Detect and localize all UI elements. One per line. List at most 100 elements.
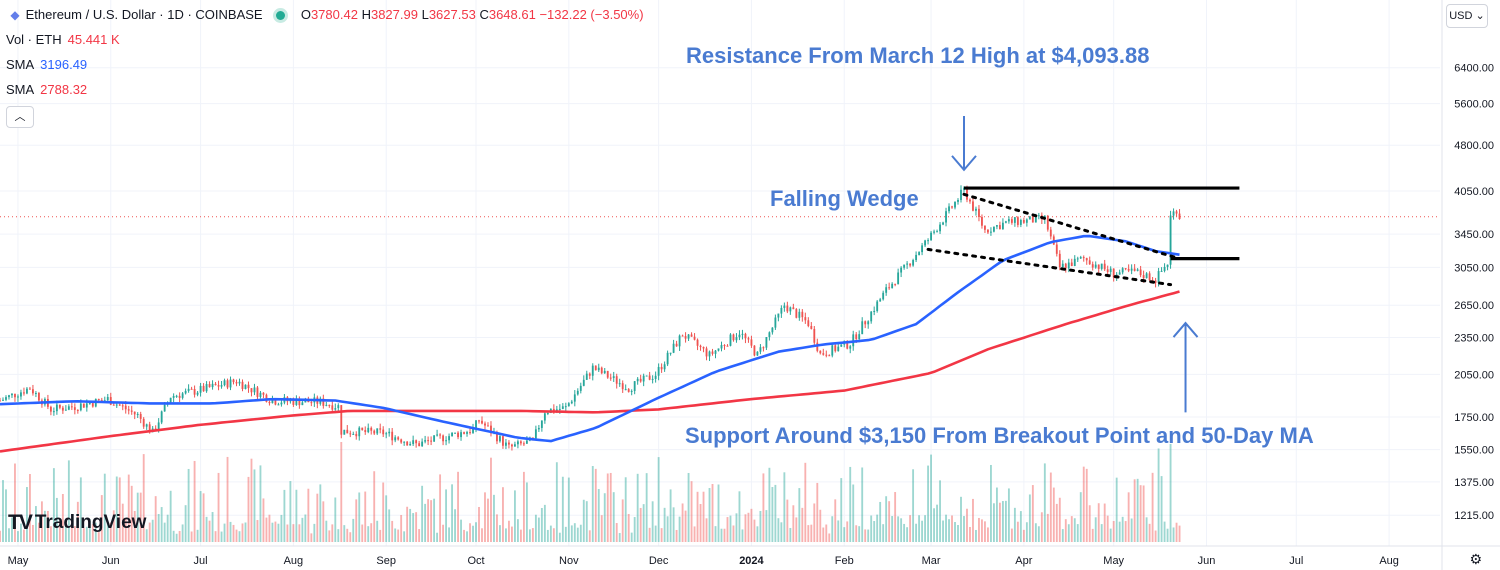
candle-body: [433, 435, 436, 442]
candle-body: [1160, 270, 1163, 272]
volume-bar: [445, 489, 447, 542]
volume-bar: [564, 526, 567, 542]
volume-bar: [1076, 524, 1079, 542]
candle-body: [942, 222, 944, 225]
candle-body: [250, 388, 253, 393]
sma-50-curve: [0, 234, 1180, 443]
candle-body: [397, 437, 400, 440]
volume-bar: [714, 526, 717, 542]
indicator-sma-50[interactable]: SMA 3196.49: [6, 57, 87, 72]
volume-bar: [1010, 528, 1013, 542]
volume-bar: [397, 529, 400, 542]
settings-gear-icon[interactable]: ⚙: [1469, 551, 1482, 567]
candle-body: [445, 440, 447, 442]
currency-selector[interactable]: USD ⌄: [1446, 4, 1488, 28]
volume-bar: [984, 521, 986, 542]
candle-body: [508, 442, 510, 445]
volume-bar: [765, 510, 768, 542]
candle-body: [699, 345, 702, 348]
indicator-volume[interactable]: Vol · ETH 45.441 K: [6, 32, 120, 47]
candle-body: [268, 401, 271, 404]
volume-bar: [1019, 511, 1022, 542]
volume-bar: [552, 528, 555, 542]
candle-body: [1133, 268, 1136, 271]
chevron-down-icon: ⌄: [1475, 10, 1485, 22]
volume-bar: [960, 496, 962, 542]
volume-bar: [858, 526, 861, 542]
volume-bar: [873, 521, 876, 542]
volume-bar: [196, 529, 199, 542]
collapse-legend-button[interactable]: ︿: [6, 106, 34, 128]
candle-body: [187, 388, 190, 391]
candle-body: [469, 432, 471, 434]
high-value: 3827.99: [370, 7, 418, 22]
x-tick-label: May: [8, 555, 29, 567]
volume-bar: [588, 530, 591, 542]
volume-bar: [744, 514, 747, 542]
candle-body: [358, 427, 361, 437]
candle-body: [921, 245, 924, 253]
candle-body: [241, 381, 244, 389]
candle-body: [328, 404, 331, 406]
volume-bar: [540, 507, 543, 542]
candle-body: [370, 427, 373, 431]
volume-bar: [567, 477, 570, 542]
candle-body: [331, 405, 334, 410]
candle-body: [406, 441, 409, 446]
volume-bar: [924, 515, 927, 542]
candle-body: [475, 420, 477, 429]
candle-body: [630, 390, 633, 392]
candle-body: [14, 393, 16, 398]
volume-bar: [642, 504, 645, 542]
volume-bar: [11, 517, 13, 542]
candle-body: [948, 206, 950, 212]
volume-bar: [786, 499, 789, 542]
volume-bar: [17, 531, 19, 542]
candle-body: [998, 225, 1001, 230]
volume-bar: [8, 528, 10, 542]
sma-200-line: [0, 290, 1180, 453]
volume-bar: [597, 489, 600, 542]
volume-bar: [998, 502, 1001, 542]
candle-body: [226, 380, 229, 388]
candle-body: [804, 317, 807, 321]
candle-body: [199, 385, 202, 393]
candle-body: [169, 397, 172, 403]
candle-body: [831, 345, 834, 356]
volume-bar: [825, 524, 828, 542]
volume-bar: [238, 531, 241, 542]
candle-body: [253, 387, 256, 393]
candle-body: [960, 189, 962, 201]
volume-bar: [325, 520, 328, 542]
volume-bar: [439, 474, 442, 542]
candle-body: [900, 267, 903, 273]
market-status-icon: [276, 11, 286, 21]
volume-bar: [981, 519, 983, 542]
volume-bar: [460, 519, 462, 542]
volume-bar: [903, 523, 906, 542]
volume-bar: [888, 501, 891, 542]
candle-body: [34, 392, 37, 394]
candle-body: [379, 428, 382, 430]
volume-bar: [364, 491, 367, 542]
candle-body: [744, 333, 747, 339]
indicator-sma-200[interactable]: SMA 2788.32: [6, 82, 87, 97]
volume-bar: [645, 473, 648, 542]
candle-body: [987, 229, 989, 233]
volume-bar: [957, 525, 959, 542]
symbol-title[interactable]: Ethereum / U.S. Dollar · 1D · COINBASE: [25, 7, 263, 22]
candle-body: [58, 404, 61, 408]
volume-bar: [654, 525, 657, 542]
candle-body: [516, 441, 519, 445]
x-tick-label: Mar: [922, 555, 941, 567]
volume-bar: [882, 524, 885, 542]
volume-bar: [759, 510, 762, 542]
low-label: L: [421, 7, 429, 22]
volume-bar: [1007, 488, 1010, 542]
volume-bar: [472, 525, 474, 542]
candle-body: [451, 432, 453, 437]
candle-body: [1127, 268, 1130, 271]
volume-bar: [966, 508, 968, 542]
volume-bar: [954, 522, 956, 542]
